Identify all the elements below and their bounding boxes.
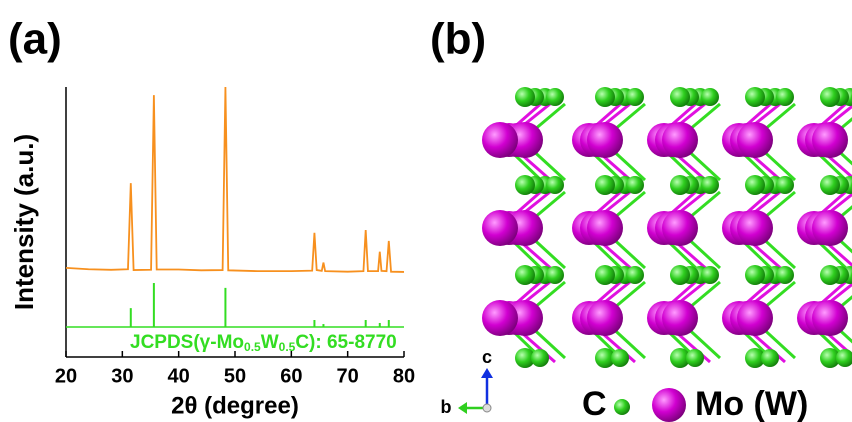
legend-label: C: [582, 385, 607, 422]
legend-label: Mo (W): [695, 385, 808, 422]
x-axis-label: 2θ (degree): [171, 392, 299, 419]
x-tick-label: 30: [111, 365, 133, 387]
x-tick-label: 40: [168, 365, 190, 387]
label-part: W: [261, 332, 279, 353]
legend-symbol: [652, 388, 686, 422]
label-part: 0.5: [244, 340, 261, 354]
label-part: C): 65-8770: [295, 332, 396, 353]
figure: (a) (b) Intensity (a.u.) 2θ (degree) JCP…: [0, 0, 852, 422]
x-tick-label: 80: [393, 365, 415, 387]
axis-c-label: c: [482, 347, 492, 367]
reference-label: JCPDS(γ-Mo0.5W0.5C): 65-8770: [130, 332, 397, 354]
axis-indicator: c b: [441, 347, 494, 417]
crystal-structure: [482, 87, 852, 368]
panel-label: (a): [8, 15, 62, 64]
xrd-pattern: [66, 87, 404, 272]
legend: C Mo (W): [582, 385, 808, 422]
label-part: JCPDS(γ-Mo: [130, 332, 244, 353]
xrd-plot: Intensity (a.u.) 2θ (degree) JCPDS(γ-Mo0…: [9, 87, 415, 419]
panel-label: (b): [430, 15, 486, 64]
legend-symbol: [614, 399, 630, 415]
axis-b-label: b: [441, 397, 452, 417]
x-tick-label: 50: [224, 365, 246, 387]
x-tick-label: 70: [337, 365, 359, 387]
x-tick-label: 20: [55, 365, 77, 387]
x-tick-label: 60: [280, 365, 302, 387]
y-axis-label: Intensity (a.u.): [9, 134, 39, 310]
label-part: 0.5: [279, 340, 296, 354]
